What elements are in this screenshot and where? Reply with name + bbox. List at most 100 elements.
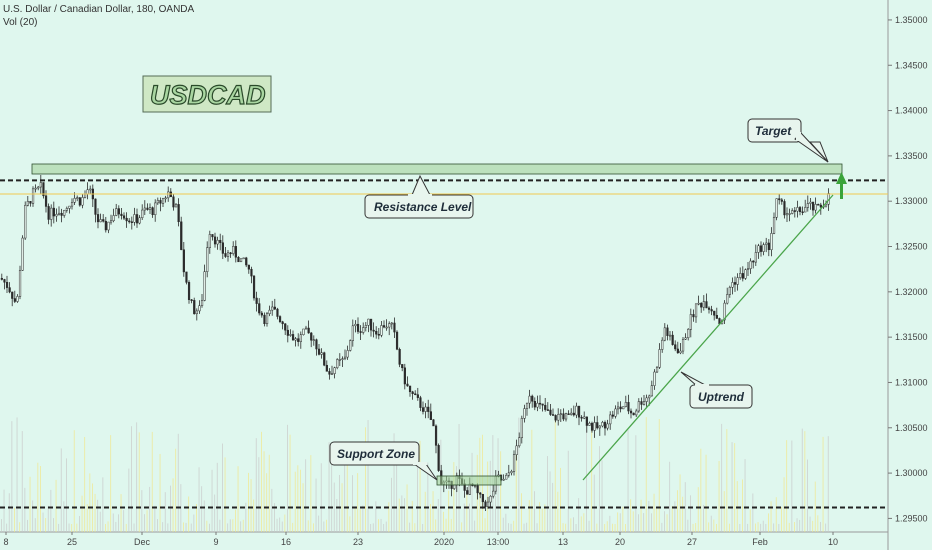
candle-body — [653, 371, 656, 386]
volume-bar — [762, 520, 764, 532]
candle-body — [57, 212, 61, 215]
volume-bar — [437, 499, 439, 532]
price-axis[interactable]: 1.35000 1.34500 1.34000 1.33500 1.33000 1.325… — [888, 15, 928, 523]
candle-body — [806, 203, 809, 208]
candle-body — [564, 413, 568, 420]
candle-body — [668, 334, 672, 337]
candle-body — [479, 492, 482, 495]
candle-body — [151, 207, 154, 216]
volume-bar — [575, 523, 577, 532]
volume-bar — [814, 481, 816, 532]
candle-body — [733, 282, 737, 285]
candle-body — [687, 329, 690, 339]
candle-body — [757, 245, 760, 253]
candle-body — [276, 308, 279, 317]
volume-bar — [770, 501, 772, 532]
candle-body — [702, 301, 705, 308]
time-tick-label: 20 — [615, 537, 625, 547]
volume-bar — [765, 523, 767, 532]
volume-bar — [635, 435, 637, 532]
candle-body — [596, 422, 599, 429]
candle-body — [195, 310, 198, 315]
candle-body — [112, 215, 115, 222]
candle-body — [55, 213, 58, 217]
candle-body — [213, 236, 217, 245]
candle-body — [619, 406, 622, 410]
volume-bar — [463, 503, 465, 532]
volume-bar — [255, 438, 257, 532]
candle-body — [206, 247, 209, 272]
candle-body — [50, 207, 53, 220]
candle-body — [663, 327, 666, 341]
volume-bar — [648, 501, 650, 532]
volume-bar — [801, 428, 803, 532]
volume-bar — [606, 521, 608, 532]
time-axis[interactable]: 8 25 Dec 9 16 23 2020 13:00 13 20 27 Feb 10 — [3, 532, 838, 547]
volume-bar — [580, 516, 582, 532]
symbol-logo-text: USDCAD — [150, 80, 266, 110]
candle-body — [364, 325, 367, 328]
volume-bar — [474, 520, 476, 532]
candle-body — [68, 205, 71, 209]
candle-body — [94, 198, 97, 215]
volume-bar — [768, 513, 769, 532]
candle-body — [5, 281, 9, 288]
candle-body — [536, 402, 539, 408]
volume-bar — [708, 522, 710, 532]
candle-body — [273, 306, 276, 310]
candle-body — [167, 191, 170, 199]
volume-bar — [144, 514, 145, 532]
candle-body — [681, 338, 685, 352]
candle-body — [115, 208, 118, 216]
time-tick-label: 13 — [558, 537, 568, 547]
uptrend-callout[interactable]: Uptrend — [680, 371, 753, 409]
volume-bar — [432, 491, 434, 532]
candle-body — [570, 412, 573, 415]
volume-bar — [3, 489, 5, 532]
volume-bar — [76, 523, 78, 532]
volume-bar — [487, 461, 489, 532]
candle-body — [567, 413, 570, 415]
candle-body — [510, 471, 513, 474]
target-callout[interactable]: Target — [747, 118, 829, 163]
volume-bar — [804, 431, 806, 532]
volume-bar — [549, 471, 551, 532]
volume-bar — [430, 504, 431, 532]
volume-bar — [258, 457, 260, 532]
support-callout[interactable]: Support Zone — [329, 441, 438, 481]
candle-body — [289, 334, 292, 336]
candle-body — [281, 321, 284, 325]
candle-body — [723, 302, 726, 321]
volume-bar — [107, 521, 109, 532]
candle-body — [544, 404, 547, 410]
price-tick-label: 1.29500 — [895, 513, 928, 523]
candle-body — [271, 306, 274, 311]
candle-body — [437, 445, 440, 471]
volume-bar — [242, 519, 244, 532]
volume-bar — [653, 493, 655, 532]
volume-bar — [214, 494, 216, 532]
price-tick-label: 1.33000 — [895, 196, 928, 206]
candle-body — [481, 493, 484, 503]
uptrend-line[interactable] — [582, 194, 834, 481]
volume-bar — [461, 522, 463, 532]
candle-body — [583, 416, 586, 419]
volume-bar — [817, 515, 819, 532]
candle-body — [343, 356, 347, 359]
candle-body — [203, 271, 206, 301]
volume-bar — [573, 517, 574, 532]
candle-body — [538, 402, 542, 405]
volume-bar — [409, 522, 411, 532]
volume-bar — [172, 478, 174, 532]
candle-body — [161, 198, 165, 204]
candle-body — [242, 257, 245, 260]
volume-bar — [193, 514, 195, 532]
candle-body — [601, 422, 604, 427]
candle-body — [198, 305, 201, 312]
candle-body — [801, 211, 804, 214]
candle-body — [0, 277, 3, 280]
candle-body — [37, 186, 40, 189]
resistance-callout[interactable]: Resistance Level — [364, 174, 474, 219]
